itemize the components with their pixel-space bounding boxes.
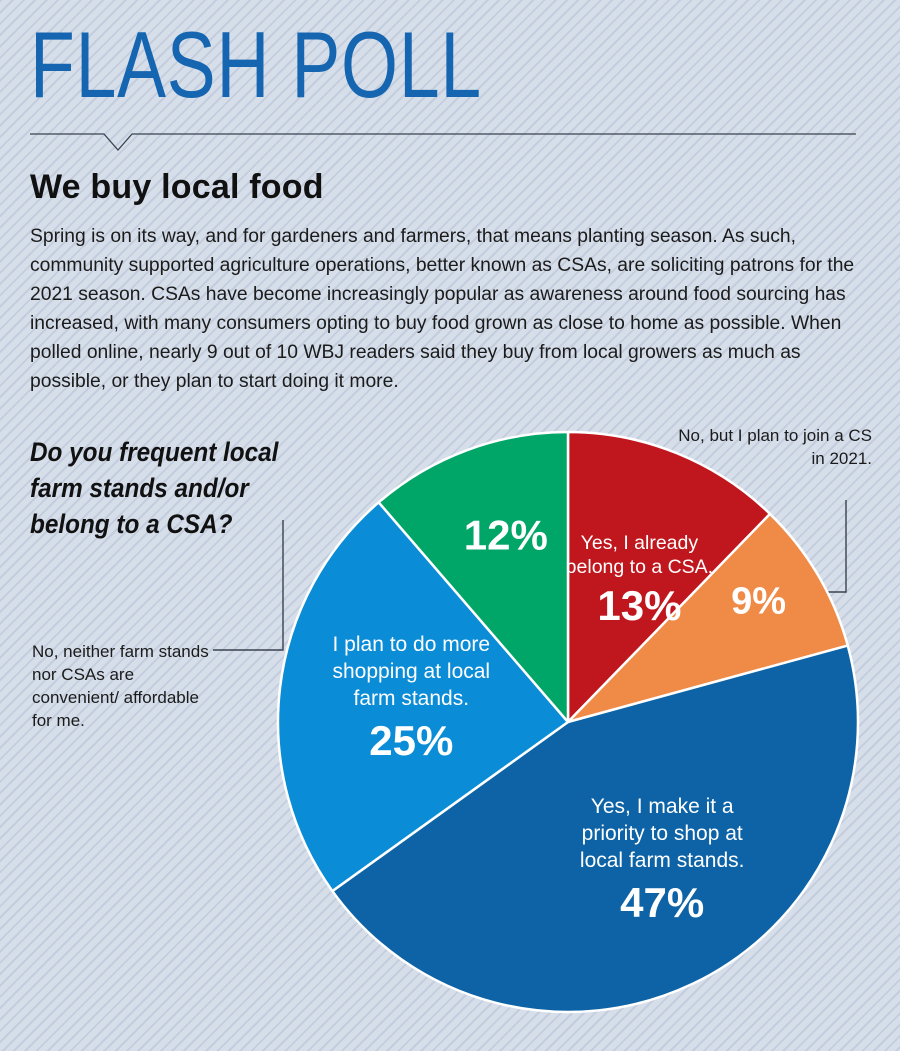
pie-slice-3 — [331, 644, 860, 1014]
slice-label-3-line-3: local farm stands. — [580, 849, 745, 872]
title-divider — [30, 133, 856, 151]
intro-paragraph: Spring is on its way, and for gardeners … — [30, 226, 855, 392]
slice-label-1-line-1: Yes, I already — [581, 532, 699, 554]
flash-poll-title: FLASH POLL — [30, 12, 482, 117]
pie-slice-5 — [377, 430, 570, 724]
pie-slice-2 — [566, 512, 849, 724]
slice-label-3-line-2: priority to shop at — [582, 822, 743, 845]
callout-neither-convenient: No, neither farm stands nor CSAs are con… — [32, 642, 209, 730]
pie-slice-1 — [566, 430, 772, 724]
slice-label-4-line-3: farm stands. — [354, 687, 470, 710]
slice-label-1-line-2: belong to a CSA. — [566, 556, 713, 578]
headline: We buy local food — [30, 168, 324, 206]
slice-value-5: 12% — [464, 512, 548, 559]
callout-plan-to-join-csa: No, but I plan to join a CS in 2021. — [678, 426, 872, 468]
slice-label-3-line-1: Yes, I make it a — [591, 795, 734, 818]
slice-value-2: 9% — [731, 581, 786, 623]
pie-slice-4 — [276, 501, 570, 893]
slice-value-3: 47% — [620, 879, 704, 926]
slice-label-4-line-1: I plan to do more — [333, 633, 491, 656]
slice-value-1: 13% — [597, 582, 681, 629]
slice-value-4: 25% — [369, 717, 453, 764]
poll-question: Do you frequent local farm stands and/or… — [30, 437, 279, 539]
slice-label-4-line-2: shopping at local — [332, 660, 490, 683]
